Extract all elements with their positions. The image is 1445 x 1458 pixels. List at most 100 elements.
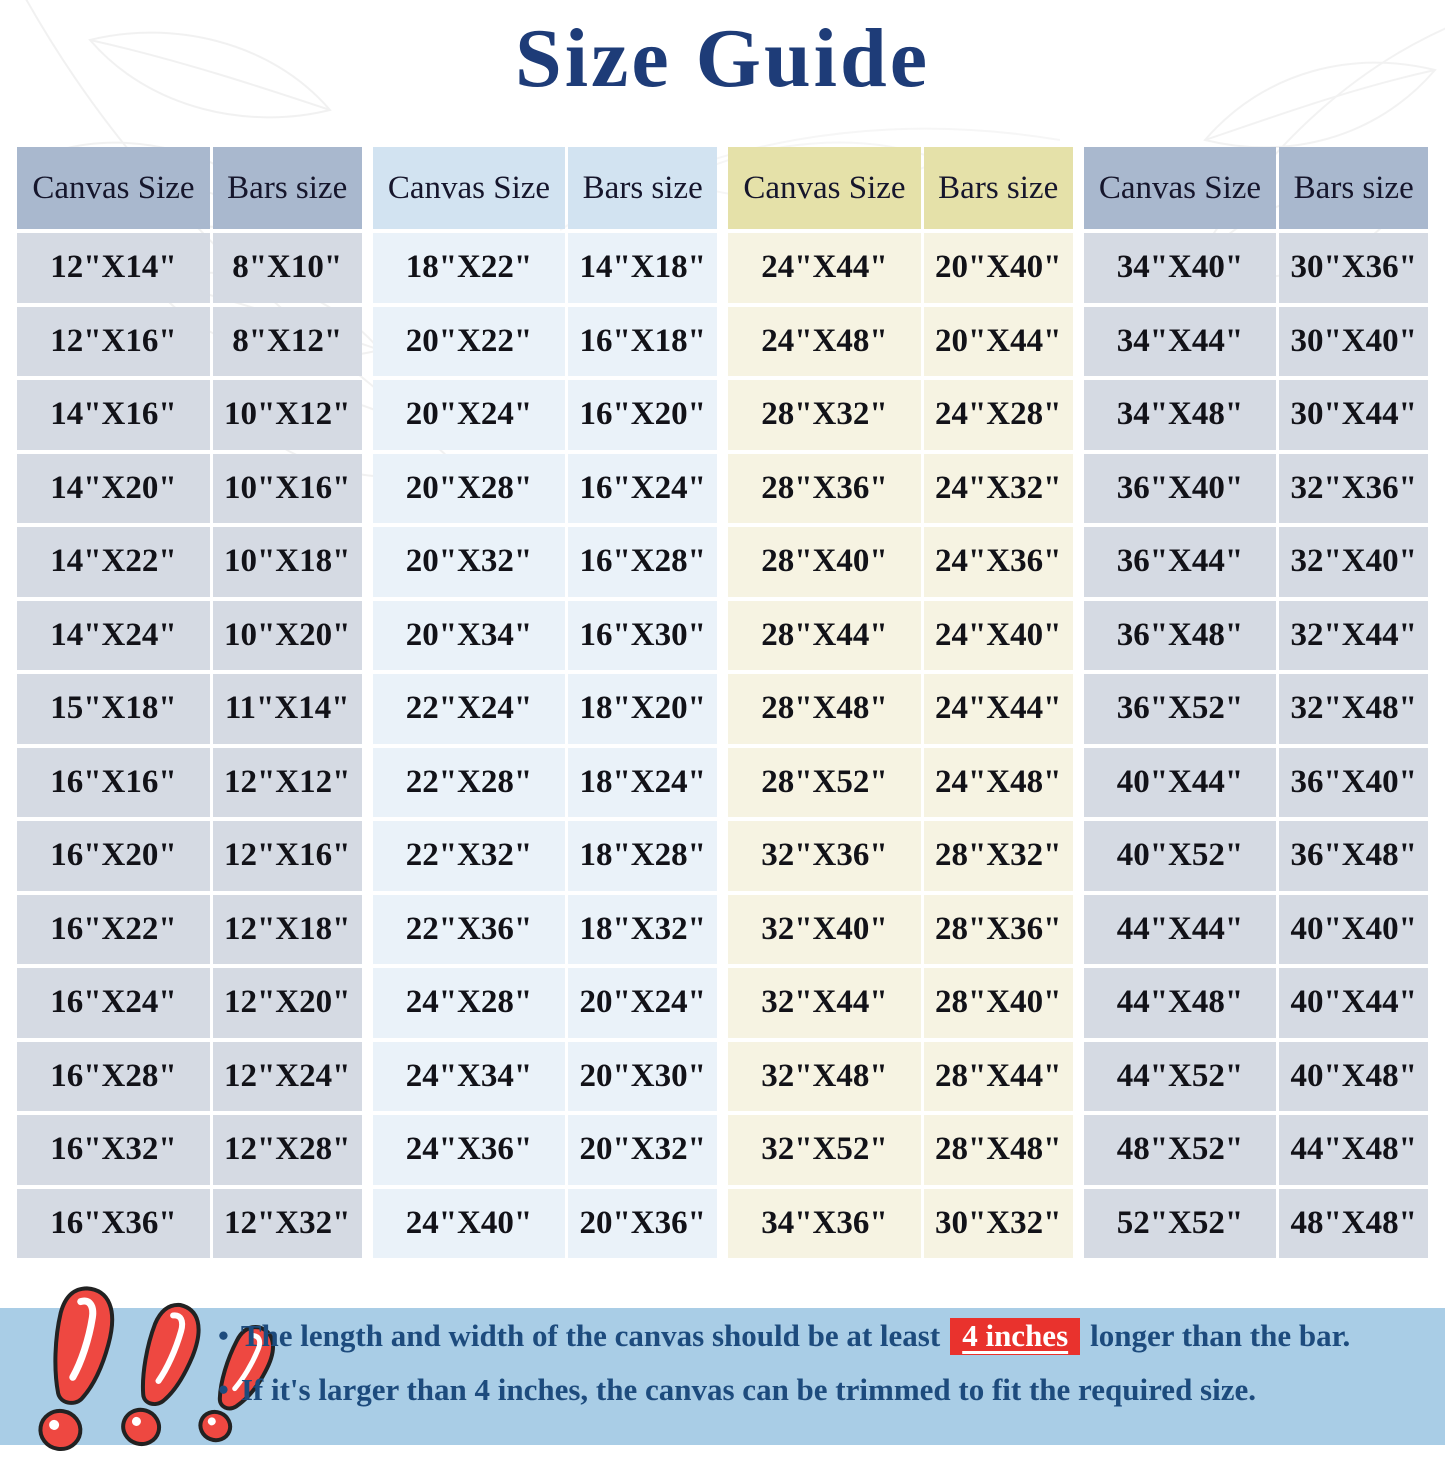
table-row: 36"X44" 32"X40" bbox=[1083, 527, 1428, 597]
canvas-size-cell: 22"X24" bbox=[372, 674, 566, 744]
canvas-size-cell: 20"X28" bbox=[372, 453, 566, 523]
table-row: 14"X16" 10"X12" bbox=[17, 380, 362, 450]
bars-size-cell: 12"X20" bbox=[212, 968, 362, 1038]
table-row: 22"X36" 18"X32" bbox=[372, 894, 717, 964]
canvas-size-cell: 40"X52" bbox=[1083, 821, 1277, 891]
table-row: 24"X44" 20"X40" bbox=[728, 233, 1073, 303]
bars-size-cell: 20"X36" bbox=[568, 1188, 717, 1258]
canvas-size-header: Canvas Size bbox=[17, 147, 210, 229]
bars-size-cell: 36"X48" bbox=[1279, 821, 1428, 891]
bars-size-cell: 28"X40" bbox=[923, 968, 1073, 1038]
canvas-size-cell: 14"X24" bbox=[17, 600, 210, 670]
canvas-size-cell: 20"X34" bbox=[372, 600, 566, 670]
bars-size-cell: 10"X16" bbox=[212, 453, 362, 523]
note-bullet-2-text: If it's larger than 4 inches, the canvas… bbox=[240, 1372, 1257, 1408]
canvas-size-cell: 14"X20" bbox=[17, 453, 210, 523]
table-row: 40"X44" 36"X40" bbox=[1083, 747, 1428, 817]
table-row: 22"X24" 18"X20" bbox=[372, 674, 717, 744]
table-row: 28"X52" 24"X48" bbox=[728, 747, 1073, 817]
canvas-size-cell: 14"X16" bbox=[17, 380, 210, 450]
bars-size-cell: 14"X18" bbox=[568, 233, 717, 303]
table-row: 34"X36" 30"X32" bbox=[728, 1188, 1073, 1258]
table-row: 32"X52" 28"X48" bbox=[728, 1115, 1073, 1185]
table-row: 44"X52" 40"X48" bbox=[1083, 1041, 1428, 1111]
canvas-size-cell: 12"X14" bbox=[17, 233, 210, 303]
canvas-size-cell: 12"X16" bbox=[17, 306, 210, 376]
bars-size-cell: 32"X44" bbox=[1279, 600, 1428, 670]
table-row: 28"X44" 24"X40" bbox=[728, 600, 1073, 670]
exclamation-icon bbox=[121, 1302, 201, 1447]
table-row: 24"X28" 20"X24" bbox=[372, 968, 717, 1038]
bars-size-cell: 28"X48" bbox=[923, 1115, 1073, 1185]
bars-size-cell: 24"X48" bbox=[923, 747, 1073, 817]
canvas-size-header: Canvas Size bbox=[1083, 147, 1277, 229]
table-row: 22"X32" 18"X28" bbox=[372, 821, 717, 891]
canvas-size-cell: 22"X32" bbox=[372, 821, 566, 891]
bars-size-cell: 16"X28" bbox=[568, 527, 717, 597]
bars-size-cell: 24"X36" bbox=[923, 527, 1073, 597]
canvas-size-cell: 16"X28" bbox=[17, 1041, 210, 1111]
bars-size-cell: 11"X14" bbox=[212, 674, 362, 744]
bars-size-cell: 12"X12" bbox=[212, 747, 362, 817]
bars-size-cell: 20"X32" bbox=[568, 1115, 717, 1185]
size-table: Canvas Size Bars size 12"X14" 8"X10" 12"X1… bbox=[17, 147, 362, 1258]
canvas-size-cell: 44"X44" bbox=[1083, 894, 1277, 964]
bars-size-cell: 32"X40" bbox=[1279, 527, 1428, 597]
table-row: 36"X40" 32"X36" bbox=[1083, 453, 1428, 523]
table-header-row: Canvas Size Bars size bbox=[1083, 147, 1428, 229]
bars-size-cell: 30"X40" bbox=[1279, 306, 1428, 376]
canvas-size-cell: 36"X52" bbox=[1083, 674, 1277, 744]
bars-size-cell: 16"X20" bbox=[568, 380, 717, 450]
table-row: 44"X44" 40"X40" bbox=[1083, 894, 1428, 964]
bars-size-cell: 40"X40" bbox=[1279, 894, 1428, 964]
table-row: 16"X22" 12"X18" bbox=[17, 894, 362, 964]
exclamation-icon bbox=[38, 1286, 115, 1452]
table-row: 44"X48" 40"X44" bbox=[1083, 968, 1428, 1038]
table-row: 20"X34" 16"X30" bbox=[372, 600, 717, 670]
bars-size-cell: 10"X18" bbox=[212, 527, 362, 597]
table-row: 32"X48" 28"X44" bbox=[728, 1041, 1073, 1111]
bars-size-cell: 40"X44" bbox=[1279, 968, 1428, 1038]
canvas-size-cell: 32"X36" bbox=[728, 821, 921, 891]
table-row: 36"X52" 32"X48" bbox=[1083, 674, 1428, 744]
table-header-row: Canvas Size Bars size bbox=[17, 147, 362, 229]
canvas-size-cell: 40"X44" bbox=[1083, 747, 1277, 817]
bullet-marker: • bbox=[218, 1318, 229, 1353]
canvas-size-header: Canvas Size bbox=[372, 147, 566, 229]
table-row: 36"X48" 32"X44" bbox=[1083, 600, 1428, 670]
bars-size-cell: 24"X40" bbox=[923, 600, 1073, 670]
table-row: 28"X36" 24"X32" bbox=[728, 453, 1073, 523]
table-row: 28"X32" 24"X28" bbox=[728, 380, 1073, 450]
table-row: 24"X34" 20"X30" bbox=[372, 1041, 717, 1111]
bars-size-cell: 28"X36" bbox=[923, 894, 1073, 964]
bullet-marker: • bbox=[218, 1372, 229, 1408]
canvas-size-cell: 32"X44" bbox=[728, 968, 921, 1038]
bars-size-cell: 20"X40" bbox=[923, 233, 1073, 303]
canvas-size-header: Canvas Size bbox=[728, 147, 921, 229]
table-row: 18"X22" 14"X18" bbox=[372, 233, 717, 303]
bars-size-cell: 12"X24" bbox=[212, 1041, 362, 1111]
bars-size-cell: 18"X20" bbox=[568, 674, 717, 744]
size-table: Canvas Size Bars size 34"X40" 30"X36" 34"X… bbox=[1083, 147, 1428, 1258]
canvas-size-cell: 15"X18" bbox=[17, 674, 210, 744]
table-row: 14"X20" 10"X16" bbox=[17, 453, 362, 523]
warning-icons bbox=[26, 1282, 280, 1458]
table-row: 20"X32" 16"X28" bbox=[372, 527, 717, 597]
canvas-size-cell: 16"X36" bbox=[17, 1188, 210, 1258]
canvas-size-cell: 28"X36" bbox=[728, 453, 921, 523]
bars-size-cell: 30"X36" bbox=[1279, 233, 1428, 303]
bars-size-cell: 32"X48" bbox=[1279, 674, 1428, 744]
note-bullet-1: • The length and width of the canvas sho… bbox=[218, 1316, 1429, 1356]
table-row: 14"X22" 10"X18" bbox=[17, 527, 362, 597]
canvas-size-cell: 18"X22" bbox=[372, 233, 566, 303]
canvas-size-cell: 32"X52" bbox=[728, 1115, 921, 1185]
canvas-size-cell: 24"X44" bbox=[728, 233, 921, 303]
canvas-size-cell: 32"X48" bbox=[728, 1041, 921, 1111]
canvas-size-cell: 24"X28" bbox=[372, 968, 566, 1038]
note-box: • The length and width of the canvas sho… bbox=[0, 1286, 1445, 1452]
canvas-size-cell: 34"X36" bbox=[728, 1188, 921, 1258]
canvas-size-cell: 48"X52" bbox=[1083, 1115, 1277, 1185]
canvas-size-cell: 34"X48" bbox=[1083, 380, 1277, 450]
canvas-size-cell: 14"X22" bbox=[17, 527, 210, 597]
bars-size-cell: 20"X44" bbox=[923, 306, 1073, 376]
